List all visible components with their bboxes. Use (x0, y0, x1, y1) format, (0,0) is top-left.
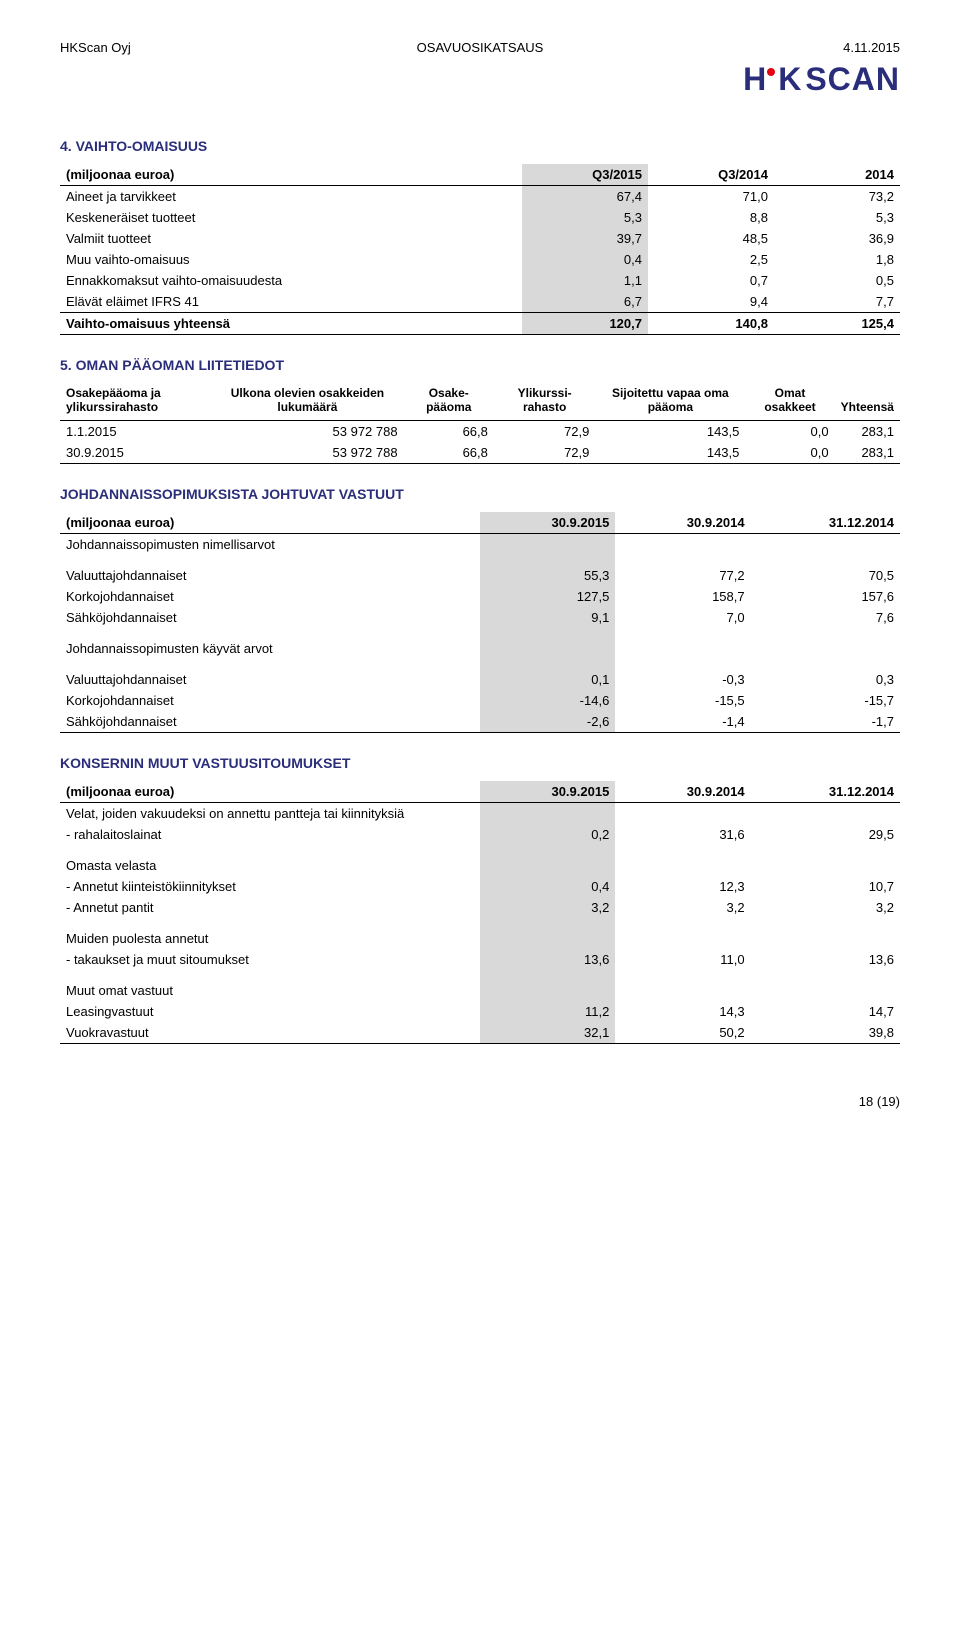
col-q3-2014: Q3/2014 (648, 164, 774, 186)
table-row: Korkojohdannaiset127,5158,7157,6 (60, 586, 900, 607)
equity-col-0: Osakepääoma ja ylikurssirahasto (60, 383, 211, 421)
table-row: Valuuttajohdannaiset0,1-0,30,3 (60, 669, 900, 690)
unit-label: (miljoonaa euroa) (60, 781, 480, 803)
table-row: - Annetut pantit3,23,23,2 (60, 897, 900, 918)
col-1: 30.9.2014 (615, 512, 750, 534)
col-2014: 2014 (774, 164, 900, 186)
header-doctype: OSAVUOSIKATSAUS (340, 40, 620, 55)
table-row: - rahalaitoslainat0,231,629,5 (60, 824, 900, 845)
unit-label: (miljoonaa euroa) (60, 512, 480, 534)
table-row: Korkojohdannaiset-14,6-15,5-15,7 (60, 690, 900, 711)
table-row: Sähköjohdannaiset-2,6-1,4-1,7 (60, 711, 900, 733)
logo-k-glyph: K (778, 61, 799, 98)
subheading-row: Johdannaissopimusten käyvät arvot (60, 638, 900, 659)
equity-col-3: Ylikurssi- rahasto (494, 383, 596, 421)
table-row: Valmiit tuotteet39,748,536,9 (60, 228, 900, 249)
table-row: Keskeneräiset tuotteet5,38,85,3 (60, 207, 900, 228)
table-row: Leasingvastuut11,214,314,7 (60, 1001, 900, 1022)
col-q3-2015: Q3/2015 (522, 164, 648, 186)
col-2: 31.12.2014 (751, 781, 900, 803)
header-date: 4.11.2015 (620, 40, 900, 55)
commitments-table: (miljoonaa euroa) 30.9.2015 30.9.2014 31… (60, 781, 900, 1044)
page-header: HKScan Oyj OSAVUOSIKATSAUS 4.11.2015 H K… (60, 40, 900, 98)
col-1: 30.9.2014 (615, 781, 750, 803)
col-0: 30.9.2015 (480, 512, 615, 534)
equity-col-1: Ulkona olevien osakkeiden lukumäärä (211, 383, 403, 421)
subheading-row: Muut omat vastuut (60, 980, 900, 1001)
header-company: HKScan Oyj (60, 40, 340, 55)
table-row: 1.1.2015 53 972 788 66,8 72,9 143,5 0,0 … (60, 421, 900, 443)
table-row: - Annetut kiinteistökiinnitykset0,412,31… (60, 876, 900, 897)
subheading-row: Johdannaissopimusten nimellisarvot (60, 534, 900, 556)
equity-col-5: Omat osakkeet (745, 383, 834, 421)
table-total-row: Vaihto-omaisuus yhteensä120,7140,8125,4 (60, 313, 900, 335)
equity-col-6: Yhteensä (835, 383, 900, 421)
table-row: Elävät eläimet IFRS 416,79,47,7 (60, 291, 900, 313)
table-row: Muu vaihto-omaisuus0,42,51,8 (60, 249, 900, 270)
equity-table: Osakepääoma ja ylikurssirahasto Ulkona o… (60, 383, 900, 464)
inventory-table: (miljoonaa euroa) Q3/2015 Q3/2014 2014 A… (60, 164, 900, 335)
subheading-row: Omasta velasta (60, 855, 900, 876)
equity-col-4: Sijoitettu vapaa oma pääoma (595, 383, 745, 421)
deriv-title: JOHDANNAISSOPIMUKSISTA JOHTUVAT VASTUUT (60, 486, 900, 502)
hkscan-logo: H K SCAN (743, 61, 900, 98)
section4-title: 4. VAIHTO-OMAISUUS (60, 138, 900, 154)
logo-scan-text: SCAN (805, 61, 900, 98)
subheading-row: Velat, joiden vakuudeksi on annettu pant… (60, 803, 900, 825)
section5-title: 5. OMAN PÄÄOMAN LIITETIEDOT (60, 357, 900, 373)
table-row: Ennakkomaksut vaihto-omaisuudesta1,10,70… (60, 270, 900, 291)
table-row: Vuokravastuut32,150,239,8 (60, 1022, 900, 1044)
commit-title: KONSERNIN MUUT VASTUUSITOUMUKSET (60, 755, 900, 771)
subheading-row: Muiden puolesta annetut (60, 928, 900, 949)
logo-h-glyph: H (743, 61, 764, 98)
page-number: 18 (19) (60, 1094, 900, 1109)
table-row: - takaukset ja muut sitoumukset13,611,01… (60, 949, 900, 970)
table-row: Aineet ja tarvikkeet67,471,073,2 (60, 186, 900, 208)
equity-col-2: Osake- pääoma (404, 383, 494, 421)
logo-dot-icon (767, 68, 775, 76)
col-0: 30.9.2015 (480, 781, 615, 803)
derivatives-table: (miljoonaa euroa) 30.9.2015 30.9.2014 31… (60, 512, 900, 733)
table-row: 30.9.2015 53 972 788 66,8 72,9 143,5 0,0… (60, 442, 900, 464)
unit-label: (miljoonaa euroa) (60, 164, 522, 186)
table-row: Valuuttajohdannaiset55,377,270,5 (60, 565, 900, 586)
col-2: 31.12.2014 (751, 512, 900, 534)
table-row: Sähköjohdannaiset9,17,07,6 (60, 607, 900, 628)
